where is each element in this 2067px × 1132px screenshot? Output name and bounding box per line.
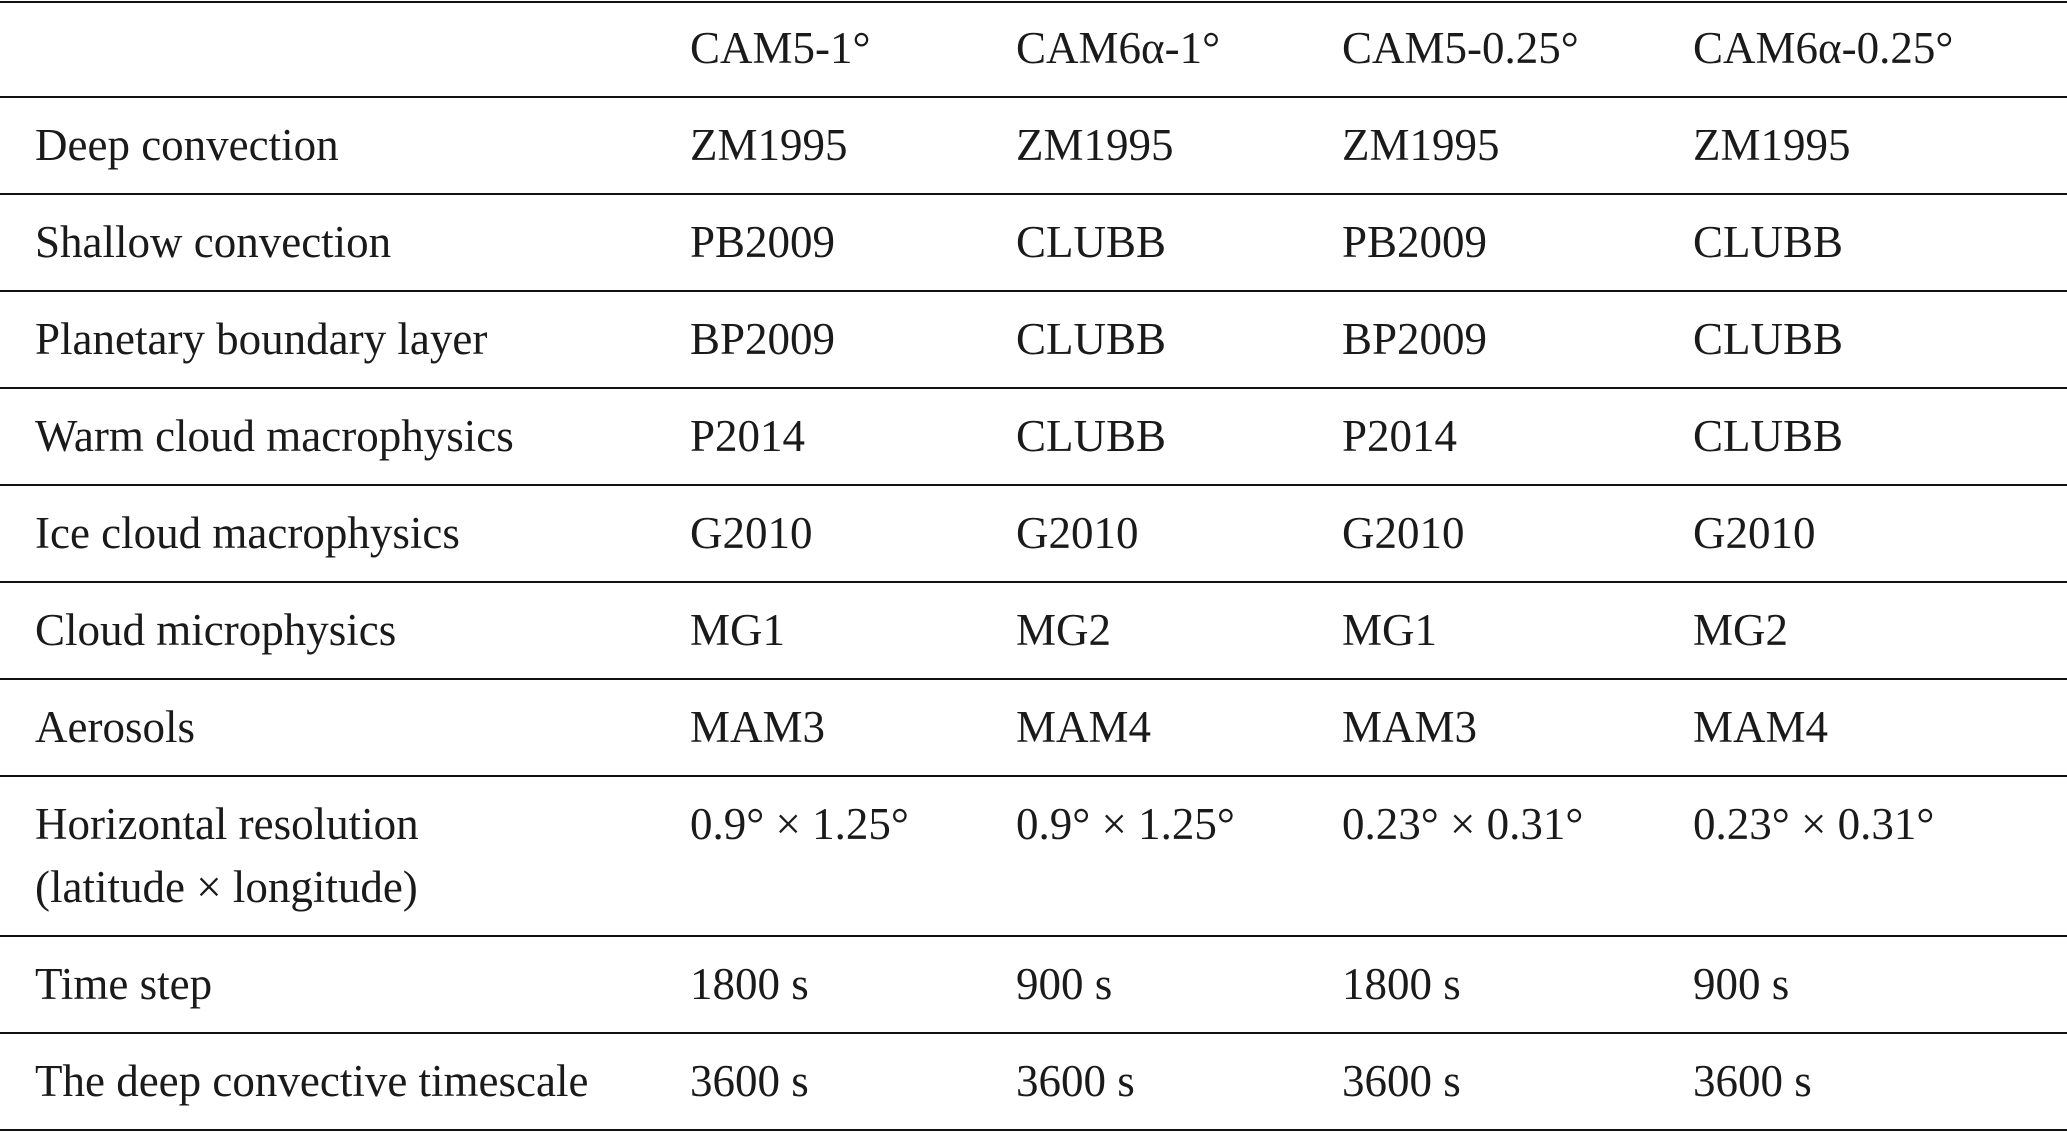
table-cell: 0.9° × 1.25°: [690, 775, 1016, 937]
row-label: Cloud microphysics: [0, 581, 690, 680]
table-cell: CAM6α-1°: [1016, 1, 1342, 98]
table-cell: G2010: [1342, 484, 1693, 583]
table-cell: MAM4: [1016, 678, 1342, 777]
row-label: The deep convective timescale: [0, 1032, 690, 1131]
table-cell: 3600 s: [1016, 1032, 1342, 1131]
table-cell: PB2009: [690, 193, 1016, 292]
row-label: Aerosols: [0, 678, 690, 777]
table-cell: ZM1995: [690, 96, 1016, 195]
table-cell: CLUBB: [1016, 290, 1342, 389]
table-cell: 0.23° × 0.31°: [1342, 775, 1693, 937]
table-cell: CLUBB: [1693, 290, 2067, 389]
table-cell: 3600 s: [690, 1032, 1016, 1131]
table-cell: BP2009: [690, 290, 1016, 389]
table-row: Shallow convection PB2009 CLUBB PB2009 CLUBB: [0, 193, 2067, 292]
table-cell: CLUBB: [1016, 387, 1342, 486]
row-label: Time step: [0, 935, 690, 1034]
table-cell: G2010: [1693, 484, 2067, 583]
table-row: The deep convective timescale 3600 s 3600 …: [0, 1032, 2067, 1131]
row-label: [0, 1, 690, 98]
table-row: Deep convection ZM1995 ZM1995 ZM1995 ZM1995: [0, 96, 2067, 195]
table-cell: CAM5-1°: [690, 1, 1016, 98]
table-cell: 3600 s: [1693, 1032, 2067, 1131]
table-cell: CLUBB: [1693, 193, 2067, 292]
table-cell: 1800 s: [1342, 935, 1693, 1034]
row-label: Planetary boundary layer: [0, 290, 690, 389]
table-cell: 0.23° × 0.31°: [1693, 775, 2067, 937]
table-cell: CAM5-0.25°: [1342, 1, 1693, 98]
table-cell: P2014: [1342, 387, 1693, 486]
table-row: Ice cloud macrophysics G2010 G2010 G2010 G20…: [0, 484, 2067, 583]
table-cell: MAM3: [690, 678, 1016, 777]
table-row: Horizontal resolution (latitude × longit…: [0, 775, 2067, 937]
row-label: Warm cloud macrophysics: [0, 387, 690, 486]
table-cell: G2010: [690, 484, 1016, 583]
table-cell: CAM6α-0.25°: [1693, 1, 2067, 98]
row-label: Horizontal resolution (latitude × longit…: [0, 775, 690, 937]
table-cell: P2014: [690, 387, 1016, 486]
row-label: Deep convection: [0, 96, 690, 195]
table-row: Warm cloud macrophysics P2014 CLUBB P2014 CL…: [0, 387, 2067, 486]
table-row: Time step 1800 s 900 s 1800 s 900 s: [0, 935, 2067, 1034]
table-cell: ZM1995: [1693, 96, 2067, 195]
table-cell: MG1: [690, 581, 1016, 680]
table-cell: MAM4: [1693, 678, 2067, 777]
table-row: Cloud microphysics MG1 MG2 MG1 MG2: [0, 581, 2067, 680]
table-cell: 900 s: [1016, 935, 1342, 1034]
table-cell: G2010: [1016, 484, 1342, 583]
table-cell: MAM3: [1342, 678, 1693, 777]
table-cell: ZM1995: [1342, 96, 1693, 195]
table-cell: MG1: [1342, 581, 1693, 680]
row-label: Ice cloud macrophysics: [0, 484, 690, 583]
table-cell: MG2: [1016, 581, 1342, 680]
table-cell: CLUBB: [1693, 387, 2067, 486]
row-label: Shallow convection: [0, 193, 690, 292]
table-cell: CLUBB: [1016, 193, 1342, 292]
table-cell: BP2009: [1342, 290, 1693, 389]
table-cell: 3600 s: [1342, 1032, 1693, 1131]
table-cell: 900 s: [1693, 935, 2067, 1034]
table-cell: ZM1995: [1016, 96, 1342, 195]
table-row: Planetary boundary layer BP2009 CLUBB BP200…: [0, 290, 2067, 389]
table-row: Aerosols MAM3 MAM4 MAM3 MAM4: [0, 678, 2067, 777]
table-cell: MG2: [1693, 581, 2067, 680]
table-row: CAM5-1° CAM6α-1° CAM5-0.25° CAM6α-0.25°: [0, 1, 2067, 98]
table-cell: 0.9° × 1.25°: [1016, 775, 1342, 937]
table-cell: 1800 s: [690, 935, 1016, 1034]
table-cell: PB2009: [1342, 193, 1693, 292]
